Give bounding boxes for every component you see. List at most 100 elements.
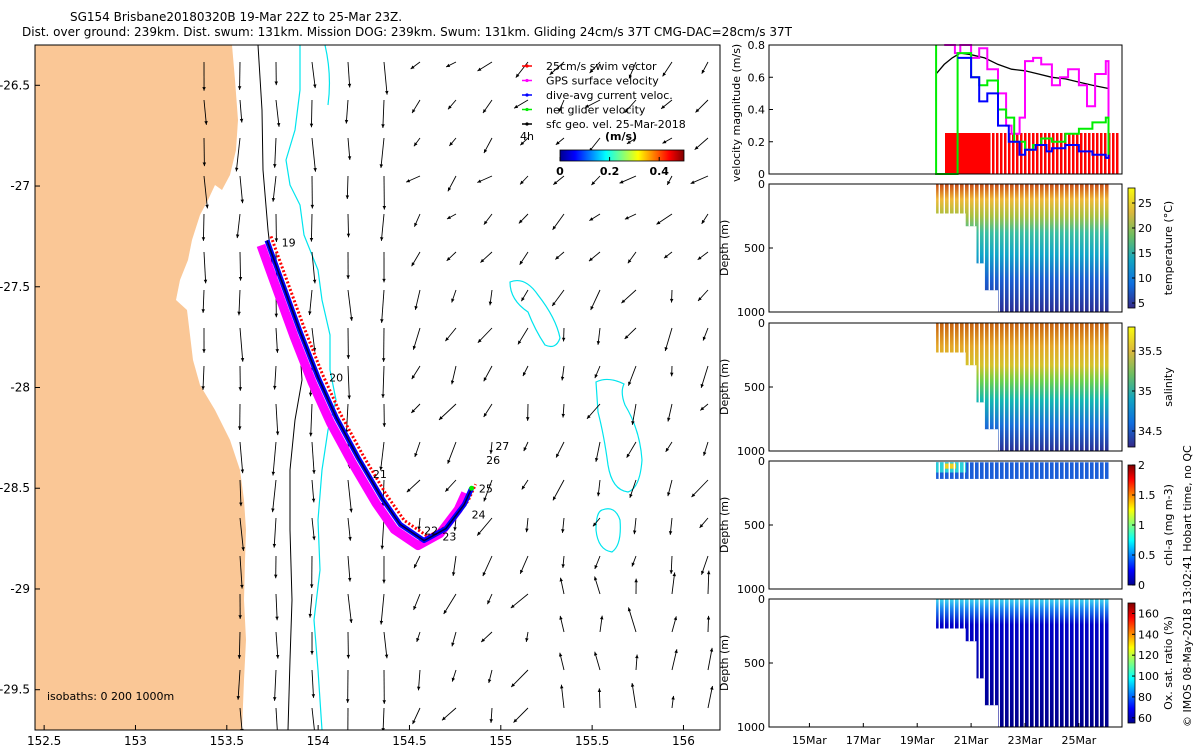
depth-tick-label: 1000 [737, 445, 765, 458]
velocity-series [957, 56, 1110, 159]
colorbar-tick-label: 10 [1138, 272, 1152, 285]
depth-tick-label: 0 [758, 593, 765, 606]
day-label: 25 [479, 482, 493, 495]
time-tick-label: 25Mar [1062, 734, 1097, 747]
map-xtick-label: 154.5 [392, 734, 426, 748]
velocity-ytick-label: 0 [758, 168, 765, 181]
map-ytick-label: -27.5 [0, 280, 30, 294]
imos-credit: © IMOS 08-May-2018 13:02:41 Hobart time,… [1181, 445, 1194, 727]
legend-entry: dive-avg current veloc. [546, 89, 673, 102]
map-xtick-label: 153 [124, 734, 147, 748]
glider-track [266, 240, 473, 542]
day-label: 19 [282, 236, 296, 249]
isobath-200m-curve [324, 45, 331, 106]
profile-colorbar [1127, 187, 1136, 309]
figure-subtitle: Dist. over ground: 239km. Dist. swum: 13… [22, 25, 792, 39]
colorbar-tick-label: 160 [1138, 607, 1159, 620]
map-xtick-label: 155 [489, 734, 512, 748]
colorbar-tick-label: 80 [1138, 691, 1152, 704]
depth-tick-label: 1000 [737, 583, 765, 596]
map-xtick-label: 153.5 [210, 734, 244, 748]
time-tick-label: 21Mar [954, 734, 989, 747]
colorbar-tick-label: 60 [1138, 712, 1152, 725]
colorbar-tick-label: 35 [1138, 385, 1152, 398]
depth-tick-label: 0 [758, 178, 765, 191]
day-label: 20 [329, 371, 343, 384]
day-label: 21 [373, 468, 387, 481]
geostrophic-vector-field [201, 61, 714, 730]
figure-title: SG154 Brisbane20180320B 19-Mar 22Z to 25… [70, 10, 403, 24]
colorbar-tick-label: 2 [1138, 459, 1145, 472]
map-ytick-label: -29.5 [0, 683, 30, 697]
map-xtick-label: 152.5 [27, 734, 61, 748]
map-xtick-label: 155.5 [575, 734, 609, 748]
colorbar-tick-label: 35.5 [1138, 345, 1163, 358]
depth-tick-label: 500 [744, 519, 765, 532]
depth-tick-label: 1000 [737, 306, 765, 319]
day-label: 26 [486, 454, 500, 467]
depth-ylabel: Depth (m) [718, 497, 731, 553]
chla-panel: 0 500 1000 Depth (m) 0 0.5 1 1.5 2 chl-a (mg m-3) [718, 455, 1175, 596]
legend-entry: GPS surface velocity [546, 75, 659, 88]
depth-tick-label: 500 [744, 381, 765, 394]
colorbar-tick-label: 1 [1138, 519, 1145, 532]
colorbar-tick-label: 34.5 [1138, 425, 1163, 438]
map-legend: 25cm/s swim vector GPS surface velocitydi… [520, 60, 686, 178]
land-polygon [35, 45, 246, 730]
depth-ylabel: Depth (m) [718, 635, 731, 691]
time-tick-label: 15Mar [792, 734, 827, 747]
depth-tick-label: 500 [744, 242, 765, 255]
colorbar-label: temperature (°C) [1162, 201, 1175, 295]
swim-speed-bar-solid [945, 133, 988, 174]
velocity-ylabel: velocity magnitude (m/s) [730, 44, 743, 182]
colorbar-tick-label: 1.5 [1138, 489, 1156, 502]
depth-tick-label: 1000 [737, 721, 765, 734]
map-xtick-label: 154 [307, 734, 330, 748]
profile-colorbar [1127, 326, 1136, 448]
time-tick-label: 17Mar [846, 734, 881, 747]
scale-label-4h: 4h [520, 130, 534, 143]
velocity-ytick-label: 0.2 [748, 136, 766, 149]
colorbar-tick-label: 5 [1138, 297, 1145, 310]
depth-tick-label: 0 [758, 455, 765, 468]
colorbar-tick-label: 20 [1138, 222, 1152, 235]
depth-ylabel: Depth (m) [718, 359, 731, 415]
colorbar-label: Ox. sat. ratio (%) [1162, 616, 1175, 710]
temperature-panel: 0 500 1000 Depth (m) 5 10 15 20 25 temperature (°… [718, 178, 1175, 319]
colorbar-tick-label: 120 [1138, 649, 1159, 662]
colorbar-tick-label: 0.4 [649, 165, 669, 178]
velocity-ytick-label: 0.4 [748, 104, 766, 117]
day-label: 23 [442, 531, 456, 544]
time-axis: 15Mar 17Mar 19Mar 21Mar 23Mar 25Mar [792, 723, 1097, 747]
seamount-contour-2 [595, 378, 643, 493]
seamount-contour-3 [595, 508, 621, 553]
colorbar-tick-label: 100 [1138, 670, 1159, 683]
colorbar-label: salinity [1162, 367, 1175, 407]
map-xtick-label: 156 [672, 734, 695, 748]
time-tick-label: 19Mar [900, 734, 935, 747]
map-ytick-label: -26.5 [0, 78, 30, 92]
colorbar-tick-label: 0 [1138, 579, 1145, 592]
legend-entry: net glider velocity [546, 104, 646, 117]
map-ytick-label: -27 [10, 179, 30, 193]
colorbar-tick-label: 15 [1138, 247, 1152, 260]
day-label: 22 [424, 525, 438, 538]
velocity-panel: 0 0.2 0.4 0.6 0.8 velocity magnitude (m/s) [730, 39, 1123, 182]
colorbar-label: (m/s) [605, 130, 637, 143]
depth-tick-label: 500 [744, 657, 765, 670]
map-ytick-label: -28.5 [0, 481, 30, 495]
day-label: 27 [495, 440, 509, 453]
map-ytick-label: -29 [10, 582, 30, 596]
depth-tick-label: 0 [758, 317, 765, 330]
velocity-ytick-label: 0.8 [748, 39, 766, 52]
isobaths-label: isobaths: 0 200 1000m [47, 690, 174, 703]
depth-ylabel: Depth (m) [718, 220, 731, 276]
velocity-ytick-label: 0.6 [748, 71, 766, 84]
colorbar-tick-label: 25 [1138, 197, 1152, 210]
colorbar-tick-label: 0.5 [1138, 549, 1156, 562]
time-tick-label: 23Mar [1008, 734, 1043, 747]
legend-entry: 25cm/s swim vector [546, 60, 657, 73]
map-ytick-label: -28 [10, 381, 30, 395]
